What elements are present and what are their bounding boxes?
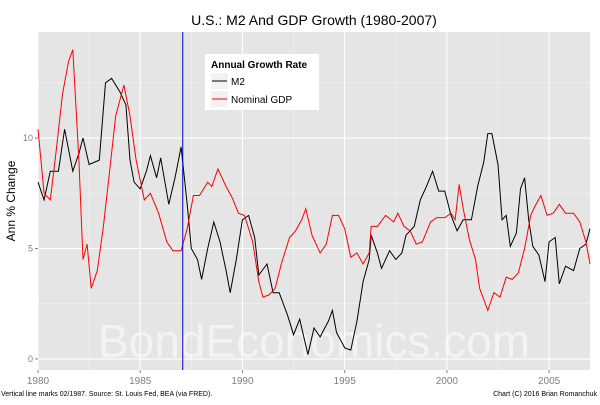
- y-tick-label: 0: [28, 354, 33, 364]
- legend-title: Annual Growth Rate: [211, 60, 308, 71]
- series-lines: [37, 49, 591, 355]
- y-tick-label: 5: [28, 243, 33, 253]
- legend-label-gdp: Nominal GDP: [231, 95, 292, 106]
- series-line-m2: [37, 77, 591, 355]
- watermark: BondEconomics.com: [98, 315, 530, 367]
- x-tick-label: 2005: [538, 376, 561, 387]
- chart-title: U.S.: M2 And GDP Growth (1980-2007): [191, 12, 437, 28]
- legend-label-m2: M2: [231, 77, 245, 88]
- series-line-nominal-gdp: [37, 49, 591, 312]
- x-tick-label: 1980: [27, 376, 50, 387]
- legend: Annual Growth Rate M2 Nominal GDP: [205, 54, 319, 110]
- y-axis: 0 5 10: [23, 133, 38, 364]
- y-axis-label: Ann % Change: [4, 160, 18, 241]
- x-axis: 1980 1985 1990 1995 2000 2005: [27, 370, 561, 387]
- x-tick-label: 1995: [334, 376, 357, 387]
- x-tick-label: 1990: [231, 376, 254, 387]
- footer-copyright: Chart (C) 2016 Brian Romanchuk: [493, 391, 597, 398]
- y-tick-label: 10: [23, 133, 33, 143]
- footer-source: Vertical line marks 02/1987. Source: St.…: [1, 391, 212, 398]
- x-tick-label: 2000: [436, 376, 459, 387]
- grid: [37, 32, 590, 370]
- x-tick-label: 1985: [129, 376, 152, 387]
